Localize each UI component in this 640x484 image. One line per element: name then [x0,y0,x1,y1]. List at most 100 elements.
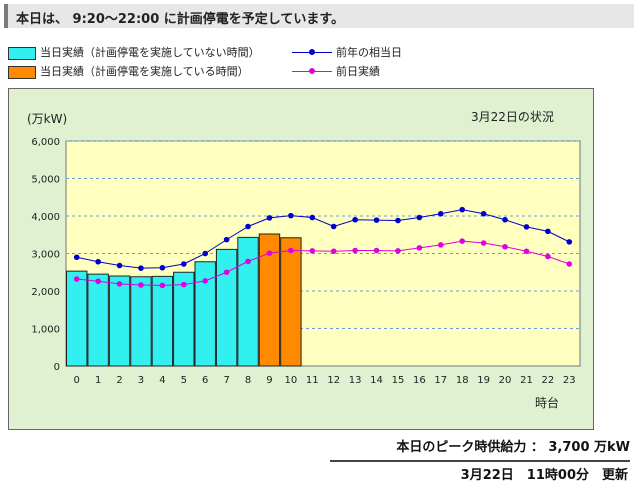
series-point-previous-day [459,238,466,244]
x-tick-label: 22 [542,375,555,386]
x-tick-label: 2 [116,375,122,386]
x-tick-label: 19 [477,375,490,386]
series-point-last-year [395,217,401,224]
bar-actual-no-outage [108,275,131,367]
legend-swatch-outage [8,65,36,79]
legend-label-last-year: 前年の相当日 [336,46,402,59]
legend-swatch-no-outage [8,46,36,60]
legend-line-last-year [292,47,332,59]
peak-supply-text: 本日のピーク時供給力 ： 3,700 万kW [396,440,630,455]
series-point-previous-day [202,278,209,284]
x-tick-label: 3 [138,375,144,386]
bar-actual-no-outage [194,261,216,367]
chart-panel: (万kW) 3月22日の状況 時台 0 1,000 2,000 3,000 4,000 5… [8,88,594,430]
series-point-last-year [545,228,551,235]
series-point-last-year [309,214,316,221]
series-point-previous-day [395,248,401,254]
series-point-previous-day [309,248,316,254]
series-point-last-year [352,216,358,223]
x-tick-label: 12 [327,375,340,386]
series-point-previous-day [159,282,166,289]
series-point-last-year [73,254,80,261]
series-point-last-year [223,236,230,243]
legend-item-outage: 当日実績（計画停電を実施している時間） [8,63,249,79]
legend-line-previous-day [292,66,332,78]
updated-text: 3月22日 11時00分 更新 [460,468,628,483]
series-point-previous-day [352,247,358,254]
series-point-last-year [159,264,166,271]
x-tick-label: 7 [223,375,229,386]
bar-actual-no-outage [130,276,152,367]
series-point-last-year [266,215,273,221]
x-tick-label: 14 [370,375,383,386]
series-point-last-year [116,262,123,269]
series-point-previous-day [523,248,530,255]
series-point-previous-day [545,253,551,260]
footer-divider [330,460,630,462]
series-point-last-year [180,261,187,267]
bar-actual-no-outage [173,271,195,367]
legend-item-previous-day: 前日実績 [292,63,380,79]
series-point-last-year [330,223,337,230]
legend-item-no-outage: 当日実績（計画停電を実施していない時間） [8,44,260,60]
bar-actual-no-outage [151,275,174,367]
bar-actual-no-outage [66,270,88,367]
legend-label-outage: 当日実績（計画停電を実施している時間） [40,65,249,78]
x-tick-label: 6 [202,375,208,386]
unit-label: (万kW) [27,112,67,126]
series-point-previous-day [566,261,573,267]
series-point-last-year [480,210,487,217]
series-point-previous-day [223,269,230,276]
series-point-last-year [138,265,144,271]
x-tick-label: 15 [392,375,405,386]
x-tick-label: 16 [413,375,426,386]
series-point-previous-day [480,240,487,246]
y-tick-label: 2,000 [31,287,60,298]
x-tick-label: 1 [95,375,101,386]
y-tick-label: 6,000 [31,137,60,148]
x-tick-label: 9 [266,375,272,386]
bar-actual-no-outage [87,273,109,367]
series-point-last-year [245,223,251,230]
bar-actual-outage [258,233,281,367]
series-point-previous-day [245,258,251,265]
series-point-last-year [502,216,508,223]
x-tick-label: 10 [285,375,298,386]
series-point-last-year [202,250,209,257]
bar-actual-no-outage [215,248,238,367]
legend-label-no-outage: 当日実績（計画停電を実施していない時間） [40,46,260,59]
x-axis-label: 時台 [535,395,559,410]
series-point-last-year [373,217,380,223]
series-point-previous-day [95,278,101,285]
series-point-previous-day [138,282,144,288]
series-point-previous-day [373,247,380,254]
y-tick-label: 3,000 [31,250,60,261]
x-tick-label: 0 [74,375,80,386]
notice-text: 本日は、 9:20～22:00 に計画停電を予定しています。 [16,12,345,27]
series-point-last-year [523,224,530,230]
x-tick-label: 8 [245,375,251,386]
series-point-previous-day [416,245,423,251]
series-point-previous-day [266,250,273,256]
x-tick-label: 18 [456,375,469,386]
y-tick-label: 5,000 [31,175,60,186]
series-point-last-year [437,210,444,217]
series-point-last-year [95,258,101,265]
bar-actual-no-outage [237,236,259,367]
status-label: 3月22日の状況 [471,109,554,124]
legend-item-last-year: 前年の相当日 [292,44,402,60]
planned-outage-notice: 本日は、 9:20～22:00 に計画停電を予定しています。 [4,4,634,28]
x-tick-label: 11 [306,375,319,386]
series-point-last-year [459,206,466,213]
x-tick-label: 5 [181,375,187,386]
series-point-previous-day [502,243,508,250]
series-point-previous-day [116,281,123,287]
series-point-previous-day [330,248,337,255]
y-tick-label: 1,000 [31,325,60,336]
bar-actual-outage [280,237,302,367]
x-tick-label: 17 [434,375,447,386]
series-point-last-year [566,239,573,245]
series-point-previous-day [73,276,80,282]
series-line-last-year [76,209,570,269]
series-point-last-year [416,214,423,221]
